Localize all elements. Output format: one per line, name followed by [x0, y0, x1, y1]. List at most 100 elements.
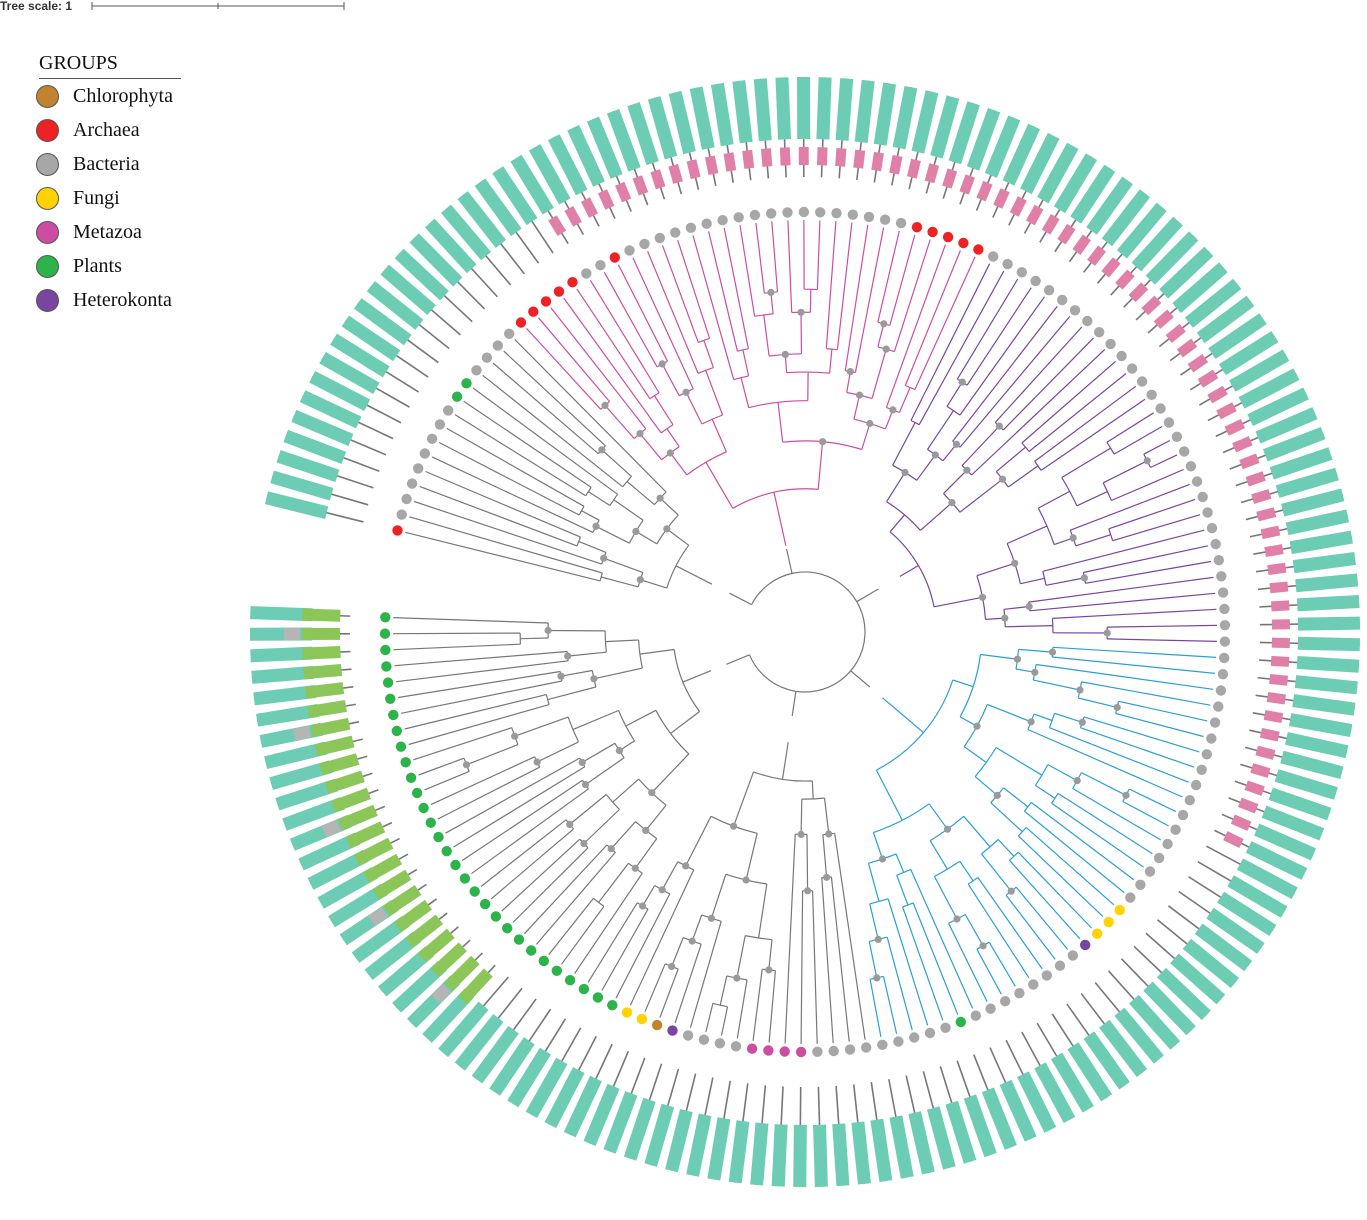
tree-branch: [599, 572, 603, 582]
tree-branch: [853, 394, 861, 420]
bootstrap-node: [1007, 887, 1015, 895]
main-domain: [851, 1121, 871, 1185]
tree-branch: [419, 485, 578, 547]
tree-branch: [910, 419, 920, 426]
main-domain: [1296, 595, 1360, 612]
tree-branch: [829, 349, 833, 374]
pink-domain: [1216, 402, 1237, 420]
bootstrap-node: [511, 732, 519, 740]
main-domain: [627, 102, 659, 166]
tree-branch: [685, 391, 703, 425]
tree-branch: [660, 424, 674, 434]
tree-branch: [869, 979, 882, 1038]
legend-item-label: Metazoa: [73, 220, 142, 243]
bootstrap-node: [636, 576, 644, 584]
leaf-bacteria-dot: [595, 260, 606, 271]
main-domain: [1159, 246, 1214, 299]
tree-branch: [563, 297, 662, 434]
main-domain: [1034, 1062, 1076, 1124]
pink-domain: [1101, 257, 1121, 278]
tree-branch: [893, 239, 931, 352]
domain-architecture: [256, 700, 356, 727]
leaf-bacteria-dot: [893, 1036, 904, 1047]
leaf-plants-dot: [418, 802, 429, 814]
tree-branch: [625, 709, 657, 727]
domain-architecture: [1255, 551, 1356, 576]
main-domain: [775, 77, 792, 140]
legend-item-label: Heterokonta: [73, 288, 172, 311]
tree-branch: [603, 271, 658, 368]
domain-architecture: [330, 333, 419, 393]
domain-architecture: [474, 178, 540, 264]
main-domain: [732, 80, 753, 144]
tree-branch: [996, 446, 1026, 473]
leaf-plants-dot: [411, 787, 423, 799]
tree-branch: [431, 456, 594, 533]
tree-branch: [729, 592, 752, 606]
main-domain: [1114, 1007, 1164, 1064]
main-domain: [707, 1117, 731, 1181]
tree-branch: [823, 797, 830, 835]
domain-architecture: [603, 1057, 646, 1154]
main-domain: [525, 1057, 568, 1119]
tree-branch: [740, 377, 750, 408]
tree-branch: [1112, 514, 1201, 542]
main-domain: [1129, 994, 1181, 1050]
domain-architecture: [1107, 970, 1181, 1050]
tree-branch: [601, 576, 639, 588]
main-domain: [1067, 1042, 1113, 1102]
tree-internal-nodes: [462, 288, 1151, 982]
main-domain: [813, 1124, 828, 1187]
leaf-archaea-dot: [567, 277, 578, 288]
domain-architecture: [1249, 727, 1349, 759]
main-domain: [1262, 427, 1326, 462]
bootstrap-node: [765, 966, 773, 974]
tree-branch: [850, 670, 871, 688]
tree-branch: [603, 557, 644, 574]
leaf-plants-dot: [425, 817, 436, 828]
tree-branch: [786, 548, 793, 574]
tree-branches: [392, 219, 1217, 1045]
extra-domain: [321, 820, 341, 838]
tree-branch: [512, 847, 589, 923]
main-domain: [1227, 875, 1288, 918]
main-domain: [963, 1094, 997, 1158]
tree-branch: [461, 779, 583, 861]
tree-branch: [896, 874, 909, 906]
leaf-bacteria-dot: [1206, 523, 1218, 534]
tree-branch: [585, 757, 625, 786]
domain-architecture: [732, 80, 755, 181]
domain-architecture: [924, 95, 960, 194]
leaf-plants-dot: [380, 612, 391, 623]
leaf-bacteria-dot: [812, 1046, 823, 1058]
domain-architecture: [973, 1054, 1017, 1150]
bootstrap-node: [666, 449, 674, 457]
tree-branch: [1048, 713, 1056, 728]
tree-branch: [601, 449, 632, 477]
tree-scale-bar: [91, 2, 345, 10]
tree-branch: [1037, 507, 1055, 545]
main-domain: [945, 1100, 977, 1164]
leaf-bacteria-dot: [1219, 620, 1231, 631]
tree-branch: [1034, 461, 1042, 471]
main-domain: [1099, 1019, 1148, 1077]
tree-branch: [639, 433, 663, 461]
main-domain: [889, 1115, 914, 1179]
tree-branch: [1049, 727, 1189, 783]
legend-item-label: Bacteria: [73, 152, 140, 175]
tree-branch: [1036, 663, 1214, 690]
extra-domain: [283, 628, 301, 641]
main-domain: [264, 491, 329, 520]
tree-branch: [581, 742, 616, 763]
tree-branch: [463, 400, 592, 488]
plant-domain: [302, 645, 341, 660]
tree-branch: [904, 250, 961, 386]
main-domain: [710, 82, 734, 147]
leaf-bacteria-dot: [1153, 852, 1165, 864]
domain-architecture: [586, 116, 632, 212]
leaf-bacteria-dot: [1057, 294, 1068, 306]
tree-branch: [948, 923, 988, 1002]
tree-branch: [825, 221, 837, 349]
domain-architecture: [275, 770, 373, 811]
tree-branch: [547, 686, 597, 701]
